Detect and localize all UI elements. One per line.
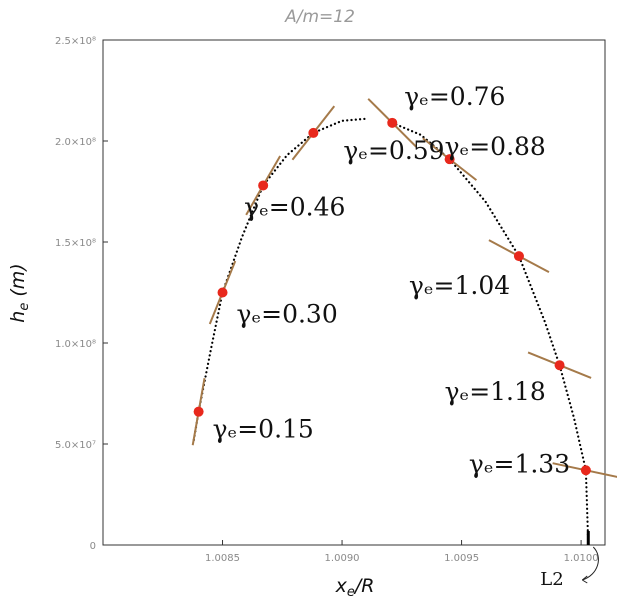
l2-label: L2 <box>540 569 563 590</box>
x-axis-label: xe/R <box>335 575 375 600</box>
data-point <box>308 127 319 138</box>
point-label: γₑ=1.33 <box>469 449 570 478</box>
point-label: γₑ=0.46 <box>244 192 345 221</box>
x-tick-label: 1.0090 <box>325 553 360 564</box>
point-label: γₑ=1.04 <box>409 271 510 300</box>
x-tick-label: 1.0085 <box>205 553 240 564</box>
point-label: γₑ=0.59 <box>343 136 444 165</box>
point-label: γₑ=0.76 <box>404 82 505 111</box>
chart-title: A/m=12 <box>284 7 355 27</box>
trajectory-path <box>192 117 590 547</box>
l2-arrow <box>582 546 599 581</box>
point-labels: γₑ=0.15 γₑ=0.30 γₑ=0.46 γₑ=0.59 γₑ=0.76 γₑ=0.… <box>213 82 570 478</box>
trajectory-dots <box>192 117 590 547</box>
y-axis-label: he (m) <box>7 263 32 322</box>
axis-ticks: 1.0085 1.0090 1.0095 1.0100 0 5.0×10⁷ 1.0×10⁸ 1… <box>55 36 599 564</box>
y-tick-label: 0 <box>90 541 96 552</box>
data-point <box>580 465 591 476</box>
y-tick-label: 2.5×10⁸ <box>55 36 96 47</box>
data-point <box>217 287 228 298</box>
data-point <box>387 117 398 128</box>
y-tick-label: 5.0×10⁷ <box>55 440 96 451</box>
y-tick-label: 2.0×10⁸ <box>55 137 96 148</box>
data-point <box>554 360 565 371</box>
l2-annotation: L2 <box>540 531 599 590</box>
data-point <box>513 251 524 262</box>
l2-arrowhead <box>581 575 588 584</box>
data-point <box>258 180 269 191</box>
y-tick-label: 1.0×10⁸ <box>55 339 96 350</box>
l2-marker <box>586 531 590 545</box>
point-label: γₑ=0.15 <box>213 415 314 444</box>
point-label: γₑ=0.88 <box>445 132 546 161</box>
point-label: γₑ=1.18 <box>445 377 546 406</box>
x-tick-label: 1.0100 <box>564 553 599 564</box>
y-tick-label: 1.5×10⁸ <box>55 238 96 249</box>
data-points <box>193 117 591 476</box>
plot-frame <box>102 39 606 546</box>
x-tick-label: 1.0095 <box>444 553 479 564</box>
data-point <box>193 406 204 417</box>
data-point <box>444 154 455 165</box>
point-label: γₑ=0.30 <box>237 300 338 329</box>
